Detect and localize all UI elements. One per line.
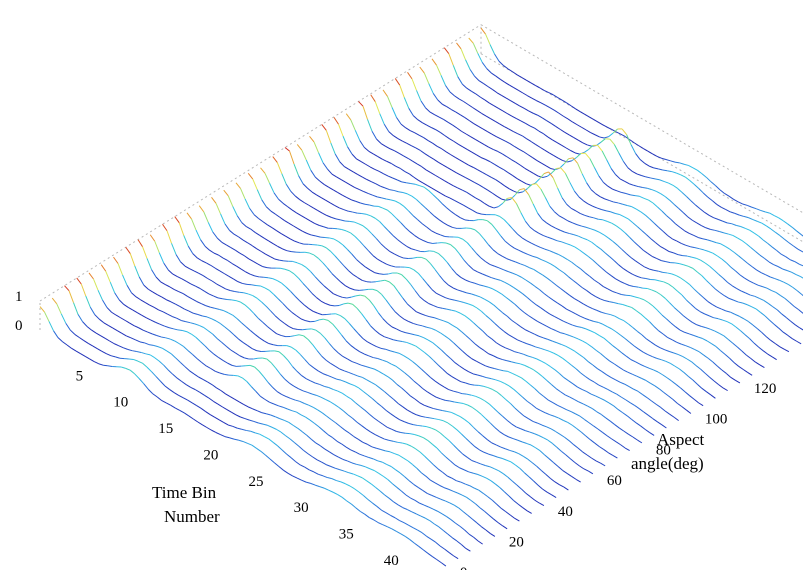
x-tick-label: 10 [113, 395, 128, 411]
axis-labels: Time Bin Number Aspect angle(deg) 0 1 5 1… [15, 289, 803, 570]
trace-line [358, 101, 765, 369]
trace-line [407, 72, 803, 331]
trace-line [272, 156, 679, 422]
trace-line [431, 58, 803, 297]
box-edge [480, 53, 803, 243]
trace-lines [39, 27, 803, 567]
y-tick-label: 0 [460, 565, 468, 570]
trace-line [443, 47, 803, 279]
trace-line [247, 172, 655, 436]
x-tick-label: 35 [339, 527, 354, 543]
trace-line [125, 246, 532, 514]
axis-box [39, 24, 803, 330]
trace-line [198, 205, 606, 467]
trace-line [394, 78, 802, 345]
trace-line [321, 124, 728, 392]
z-tick-0: 0 [15, 318, 23, 334]
y-axis-title-line1: Aspect [657, 430, 704, 449]
trace-line [296, 144, 704, 407]
trace-line [76, 277, 483, 545]
trace-line [260, 167, 667, 429]
x-tick-label: 30 [294, 500, 309, 516]
z-tick-1: 1 [15, 289, 23, 305]
trace-line [88, 272, 496, 537]
trace-line [468, 37, 803, 253]
y-tick-label: 80 [656, 442, 671, 458]
trace-line [223, 189, 630, 452]
trace-line [186, 212, 594, 475]
y-tick-label: 40 [558, 504, 573, 520]
y-tick-label: 100 [705, 412, 728, 428]
trace-line [39, 306, 447, 567]
y-tick-label: 120 [754, 381, 777, 397]
x-tick-label: 40 [384, 553, 399, 569]
x-axis-title-line1: Time Bin [152, 483, 217, 502]
trace-line [162, 223, 569, 491]
trace-line [382, 89, 790, 353]
y-tick-label: 60 [607, 473, 622, 489]
trace-line [64, 285, 471, 552]
trace-line [235, 182, 643, 444]
trace-line [174, 216, 581, 483]
x-axis-title-line2: Number [164, 507, 220, 526]
trace-line [149, 234, 557, 499]
x-tick-label: 25 [249, 474, 264, 490]
x-tick-label: 5 [76, 368, 84, 384]
trace-line [51, 297, 459, 560]
trace-line [211, 197, 618, 459]
trace-line [284, 147, 692, 414]
trace-line [100, 264, 508, 530]
trace-line [309, 135, 716, 399]
y-axis-title-line2: angle(deg) [631, 454, 704, 473]
trace-line [137, 239, 545, 507]
box-edge [39, 24, 482, 302]
trace-line [370, 94, 777, 361]
x-tick-label: 20 [203, 447, 218, 463]
trace-line [345, 113, 753, 376]
trace-line [480, 27, 803, 237]
trace-line [113, 256, 520, 522]
y-tick-label: 20 [509, 534, 524, 550]
trace-line [419, 66, 803, 314]
x-tick-label: 15 [158, 421, 173, 437]
trace-line [333, 117, 741, 384]
box-edge [480, 24, 803, 214]
